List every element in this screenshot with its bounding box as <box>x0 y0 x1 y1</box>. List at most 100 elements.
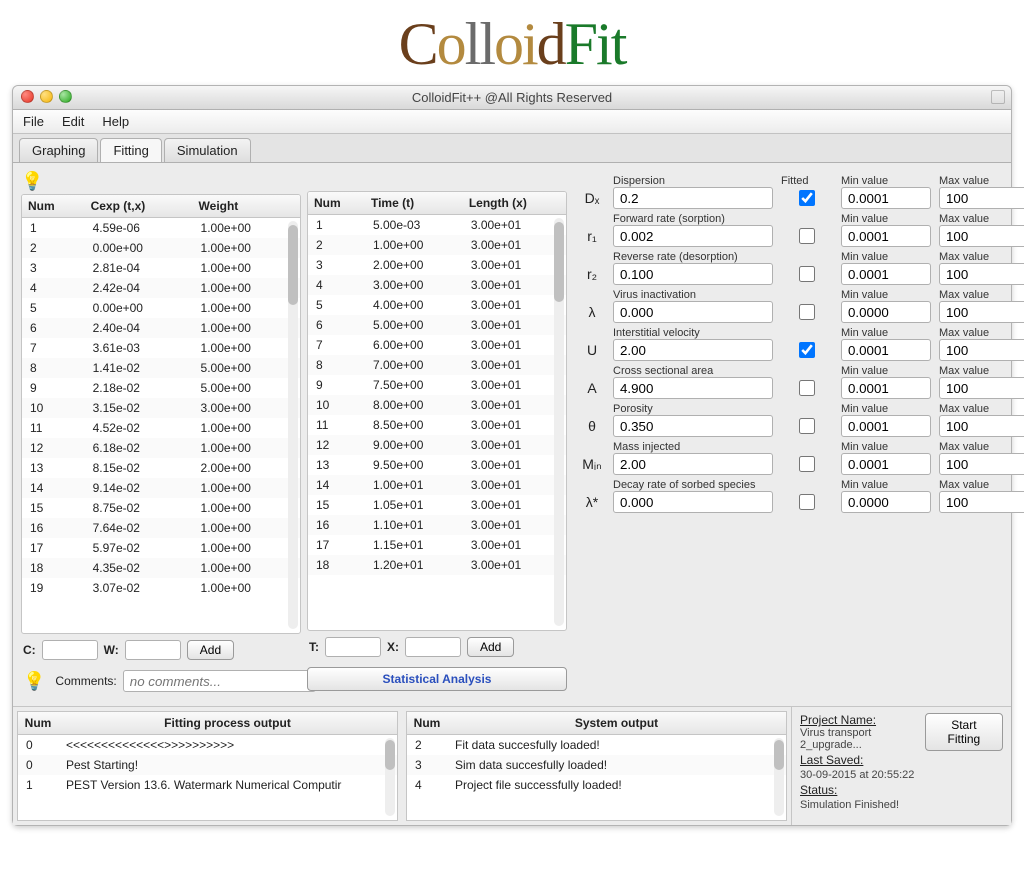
log-row[interactable]: 4Project file successfully loaded! <box>407 775 786 795</box>
table-row[interactable]: 73.61e-031.00e+00 <box>22 338 300 358</box>
param-max-input[interactable] <box>939 453 1024 475</box>
table-row[interactable]: 81.41e-025.00e+00 <box>22 358 300 378</box>
param-max-input[interactable] <box>939 377 1024 399</box>
param-min-input[interactable] <box>841 187 931 209</box>
param-fitted-checkbox[interactable] <box>799 380 815 396</box>
log-row[interactable]: 3Sim data succesfully loaded! <box>407 755 786 775</box>
table-row[interactable]: 139.50e+003.00e+01 <box>308 455 566 475</box>
table-row[interactable]: 126.18e-021.00e+00 <box>22 438 300 458</box>
table-row[interactable]: 167.64e-021.00e+00 <box>22 518 300 538</box>
scrollbar[interactable] <box>554 218 564 626</box>
param-min-input[interactable] <box>841 377 931 399</box>
start-fitting-button[interactable]: Start Fitting <box>925 713 1003 751</box>
param-max-input[interactable] <box>939 491 1024 513</box>
statistical-analysis-button[interactable]: Statistical Analysis <box>307 667 567 691</box>
log-row[interactable]: 2Fit data succesfully loaded! <box>407 735 786 756</box>
table-row[interactable]: 76.00e+003.00e+01 <box>308 335 566 355</box>
param-fitted-checkbox[interactable] <box>799 494 815 510</box>
param-min-input[interactable] <box>841 301 931 323</box>
param-max-input[interactable] <box>939 225 1024 247</box>
table-row[interactable]: 65.00e+003.00e+01 <box>308 315 566 335</box>
zoom-icon[interactable] <box>59 90 72 103</box>
table-row[interactable]: 14.59e-061.00e+00 <box>22 218 300 239</box>
table-row[interactable]: 108.00e+003.00e+01 <box>308 395 566 415</box>
param-value-input[interactable] <box>613 415 773 437</box>
param-fitted-checkbox[interactable] <box>799 266 815 282</box>
resize-icon[interactable] <box>991 90 1005 104</box>
param-value-input[interactable] <box>613 187 773 209</box>
table-row[interactable]: 43.00e+003.00e+01 <box>308 275 566 295</box>
param-value-input[interactable] <box>613 377 773 399</box>
scrollbar[interactable] <box>288 221 298 629</box>
tab-simulation[interactable]: Simulation <box>164 138 251 162</box>
param-min-input[interactable] <box>841 339 931 361</box>
table-row[interactable]: 42.42e-041.00e+00 <box>22 278 300 298</box>
table-row[interactable]: 181.20e+013.00e+01 <box>308 555 566 575</box>
table-row[interactable]: 129.00e+003.00e+01 <box>308 435 566 455</box>
param-value-input[interactable] <box>613 225 773 247</box>
table-row[interactable]: 50.00e+001.00e+00 <box>22 298 300 318</box>
table-row[interactable]: 21.00e+003.00e+01 <box>308 235 566 255</box>
w-input[interactable] <box>125 640 181 660</box>
table-row[interactable]: 87.00e+003.00e+01 <box>308 355 566 375</box>
table-row[interactable]: 141.00e+013.00e+01 <box>308 475 566 495</box>
table-row[interactable]: 62.40e-041.00e+00 <box>22 318 300 338</box>
table-row[interactable]: 54.00e+003.00e+01 <box>308 295 566 315</box>
table-row[interactable]: 92.18e-025.00e+00 <box>22 378 300 398</box>
param-fitted-checkbox[interactable] <box>799 456 815 472</box>
log-row[interactable]: 0Pest Starting! <box>18 755 397 775</box>
table-row[interactable]: 32.81e-041.00e+00 <box>22 258 300 278</box>
table-row[interactable]: 193.07e-021.00e+00 <box>22 578 300 598</box>
param-min-input[interactable] <box>841 491 931 513</box>
table-row[interactable]: 171.15e+013.00e+01 <box>308 535 566 555</box>
c-input[interactable] <box>42 640 98 660</box>
close-icon[interactable] <box>21 90 34 103</box>
table-row[interactable]: 151.05e+013.00e+01 <box>308 495 566 515</box>
menu-edit[interactable]: Edit <box>62 114 84 129</box>
t-input[interactable] <box>325 637 381 657</box>
table-row[interactable]: 158.75e-021.00e+00 <box>22 498 300 518</box>
table-row[interactable]: 97.50e+003.00e+01 <box>308 375 566 395</box>
cexp-add-button[interactable]: Add <box>187 640 234 660</box>
table-row[interactable]: 138.15e-022.00e+00 <box>22 458 300 478</box>
minimize-icon[interactable] <box>40 90 53 103</box>
param-fitted-checkbox[interactable] <box>799 228 815 244</box>
x-input[interactable] <box>405 637 461 657</box>
table-row[interactable]: 118.50e+003.00e+01 <box>308 415 566 435</box>
hint-bulb-icon[interactable]: 💡 <box>21 171 43 192</box>
param-value-input[interactable] <box>613 263 773 285</box>
param-max-input[interactable] <box>939 263 1024 285</box>
menu-help[interactable]: Help <box>102 114 129 129</box>
param-max-input[interactable] <box>939 415 1024 437</box>
param-min-input[interactable] <box>841 453 931 475</box>
param-min-input[interactable] <box>841 225 931 247</box>
scrollbar[interactable] <box>385 738 395 816</box>
scrollbar[interactable] <box>774 738 784 816</box>
param-fitted-checkbox[interactable] <box>799 418 815 434</box>
table-row[interactable]: 15.00e-033.00e+01 <box>308 215 566 236</box>
time-table[interactable]: Num Time (t) Length (x) 15.00e-033.00e+0… <box>307 191 567 631</box>
param-value-input[interactable] <box>613 301 773 323</box>
comments-input[interactable] <box>123 670 316 692</box>
table-row[interactable]: 175.97e-021.00e+00 <box>22 538 300 558</box>
log-row[interactable]: 1PEST Version 13.6. Watermark Numerical … <box>18 775 397 795</box>
param-fitted-checkbox[interactable] <box>799 304 815 320</box>
table-row[interactable]: 161.10e+013.00e+01 <box>308 515 566 535</box>
table-row[interactable]: 32.00e+003.00e+01 <box>308 255 566 275</box>
param-max-input[interactable] <box>939 339 1024 361</box>
param-value-input[interactable] <box>613 491 773 513</box>
log-row[interactable]: 0<<<<<<<<<<<<<<>>>>>>>>>> <box>18 735 397 756</box>
param-fitted-checkbox[interactable] <box>799 342 815 358</box>
table-row[interactable]: 103.15e-023.00e+00 <box>22 398 300 418</box>
param-max-input[interactable] <box>939 187 1024 209</box>
table-row[interactable]: 20.00e+001.00e+00 <box>22 238 300 258</box>
param-value-input[interactable] <box>613 339 773 361</box>
fitting-log[interactable]: Num Fitting process output 0<<<<<<<<<<<<… <box>17 711 398 821</box>
param-min-input[interactable] <box>841 415 931 437</box>
time-add-button[interactable]: Add <box>467 637 514 657</box>
menu-file[interactable]: File <box>23 114 44 129</box>
tab-fitting[interactable]: Fitting <box>100 138 161 162</box>
param-value-input[interactable] <box>613 453 773 475</box>
param-max-input[interactable] <box>939 301 1024 323</box>
param-fitted-checkbox[interactable] <box>799 190 815 206</box>
